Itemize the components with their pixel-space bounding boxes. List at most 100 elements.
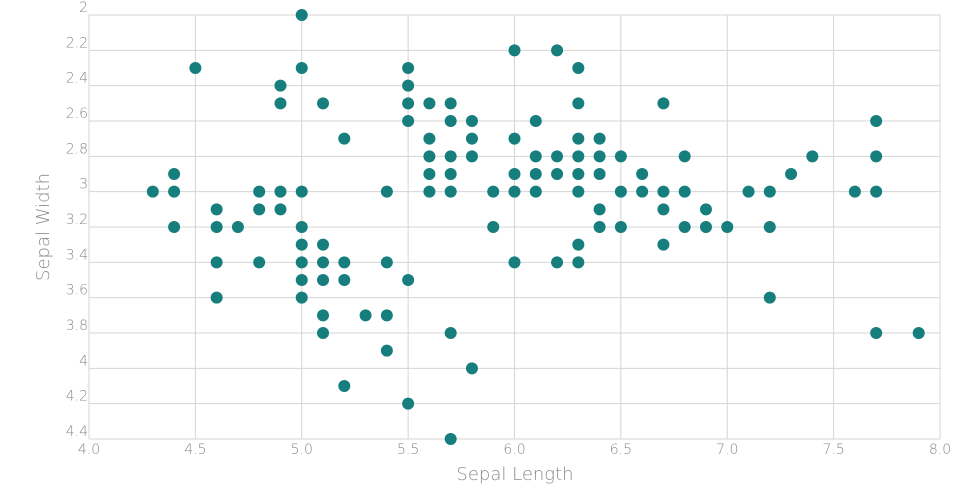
data-point: [210, 291, 223, 304]
data-point: [380, 185, 393, 198]
data-point: [699, 221, 712, 233]
data-point: [189, 62, 202, 74]
data-point: [338, 274, 351, 286]
data-point: [146, 185, 159, 198]
data-point: [912, 327, 925, 339]
x-tick-label: 7.5: [822, 442, 844, 458]
x-tick-label: 5.0: [291, 442, 313, 458]
data-point: [572, 168, 585, 180]
data-point: [317, 274, 330, 286]
data-point: [529, 168, 542, 180]
data-point: [444, 327, 457, 339]
data-point: [870, 115, 883, 127]
data-point: [274, 79, 287, 92]
data-point: [402, 97, 415, 110]
data-point: [380, 256, 393, 269]
data-point: [763, 291, 776, 304]
x-tick-label: 6.5: [610, 442, 632, 458]
data-point: [593, 168, 606, 180]
data-point: [423, 132, 436, 145]
data-point: [295, 62, 308, 74]
data-point: [614, 221, 627, 233]
y-tick-label: 3.8: [66, 318, 88, 334]
data-point: [551, 256, 564, 269]
data-point: [402, 274, 415, 286]
x-axis-ticks: 4.0 4.5 5.0 5.5 6.0 6.5 7.0 7.5 8.0: [78, 442, 951, 458]
grid: [88, 14, 941, 440]
data-point: [274, 185, 287, 198]
y-tick-label: 2.2: [66, 35, 88, 51]
data-point: [253, 203, 266, 216]
y-tick-label: 3.4: [66, 247, 88, 263]
data-point: [742, 185, 755, 198]
data-point: [423, 168, 436, 180]
data-point: [317, 256, 330, 269]
data-point: [551, 150, 564, 163]
data-point: [338, 380, 351, 392]
data-point: [317, 238, 330, 251]
data-point: [508, 168, 521, 180]
data-point: [210, 221, 223, 233]
data-point: [253, 185, 266, 198]
data-point: [317, 97, 330, 110]
data-point: [593, 203, 606, 216]
data-point: [402, 115, 415, 127]
y-axis-title: Sepal Width: [33, 173, 54, 281]
data-point: [572, 256, 585, 269]
data-point: [402, 79, 415, 92]
data-point: [317, 309, 330, 322]
y-tick-label: 4: [79, 353, 88, 369]
data-point: [295, 274, 308, 286]
data-point: [338, 132, 351, 145]
data-point: [614, 185, 627, 198]
data-point: [572, 238, 585, 251]
y-tick-label: 2.8: [66, 141, 88, 157]
x-tick-label: 4.0: [78, 442, 100, 458]
x-tick-label: 7.0: [716, 442, 738, 458]
data-point: [572, 97, 585, 110]
data-point: [210, 203, 223, 216]
data-point: [721, 221, 734, 233]
data-point: [614, 150, 627, 163]
data-point: [253, 256, 266, 269]
data-point: [572, 62, 585, 74]
data-point: [168, 185, 181, 198]
y-tick-label: 4.2: [66, 389, 88, 405]
x-tick-label: 4.5: [184, 442, 206, 458]
data-point: [274, 203, 287, 216]
data-point: [657, 185, 670, 198]
data-point: [593, 150, 606, 163]
data-point: [487, 185, 500, 198]
data-point: [274, 97, 287, 110]
data-point: [444, 150, 457, 163]
data-point: [295, 256, 308, 269]
data-point: [572, 150, 585, 163]
data-point: [551, 168, 564, 180]
data-point: [657, 238, 670, 251]
y-axis-ticks: 2 2.2 2.4 2.6 2.8 3 3.2 3.4 3.6 3.8 4 4.2 4.4: [66, 0, 88, 440]
data-point: [359, 309, 372, 322]
data-point: [444, 115, 457, 127]
data-point: [572, 132, 585, 145]
data-point: [295, 221, 308, 233]
data-point: [465, 115, 478, 127]
y-tick-label: 2.6: [66, 106, 88, 122]
y-tick-label: 3.2: [66, 212, 88, 228]
y-tick-label: 2.4: [66, 71, 88, 87]
data-point: [572, 185, 585, 198]
data-point: [508, 256, 521, 269]
data-point: [444, 433, 457, 445]
data-point: [465, 362, 478, 375]
data-point: [508, 44, 521, 57]
data-point: [423, 185, 436, 198]
data-point: [423, 150, 436, 163]
data-point: [295, 9, 308, 21]
data-point: [168, 168, 181, 180]
data-point: [168, 221, 181, 233]
data-point: [444, 97, 457, 110]
data-point: [295, 185, 308, 198]
data-point: [551, 44, 564, 57]
x-tick-label: 8.0: [929, 442, 951, 458]
